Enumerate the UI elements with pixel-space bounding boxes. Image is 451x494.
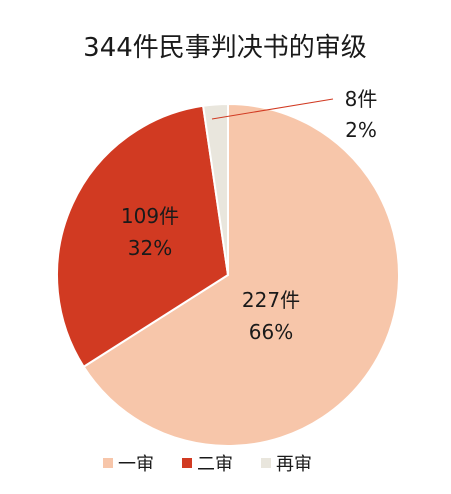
legend-label-retrial: 再审 — [276, 454, 312, 475]
slice-label-percent-second-instance: 32% — [128, 236, 172, 260]
leader-line-retrial — [211, 98, 334, 120]
pie-slice-retrial — [201, 102, 229, 276]
legend-label-second-instance: 二审 — [197, 454, 233, 475]
slice-label-percent-first-instance: 66% — [249, 320, 293, 344]
pie-slice-second-instance — [56, 104, 230, 369]
legend-swatch-retrial — [261, 458, 271, 468]
slice-label-count-retrial: 8件 — [345, 87, 378, 111]
slice-label-percent-retrial: 2% — [345, 118, 377, 142]
legend-swatch-first-instance — [103, 458, 113, 468]
legend-label-first-instance: 一审 — [118, 454, 154, 475]
chart-title: 344件民事判决书的审级 — [83, 33, 367, 63]
legend-swatch-second-instance — [182, 458, 192, 468]
slice-label-count-first-instance: 227件 — [242, 288, 300, 312]
legend: 一审 二审 再审 — [103, 454, 312, 475]
slice-label-count-second-instance: 109件 — [121, 204, 179, 228]
pie-slice-first-instance — [82, 102, 401, 447]
pie-slices — [56, 102, 401, 447]
